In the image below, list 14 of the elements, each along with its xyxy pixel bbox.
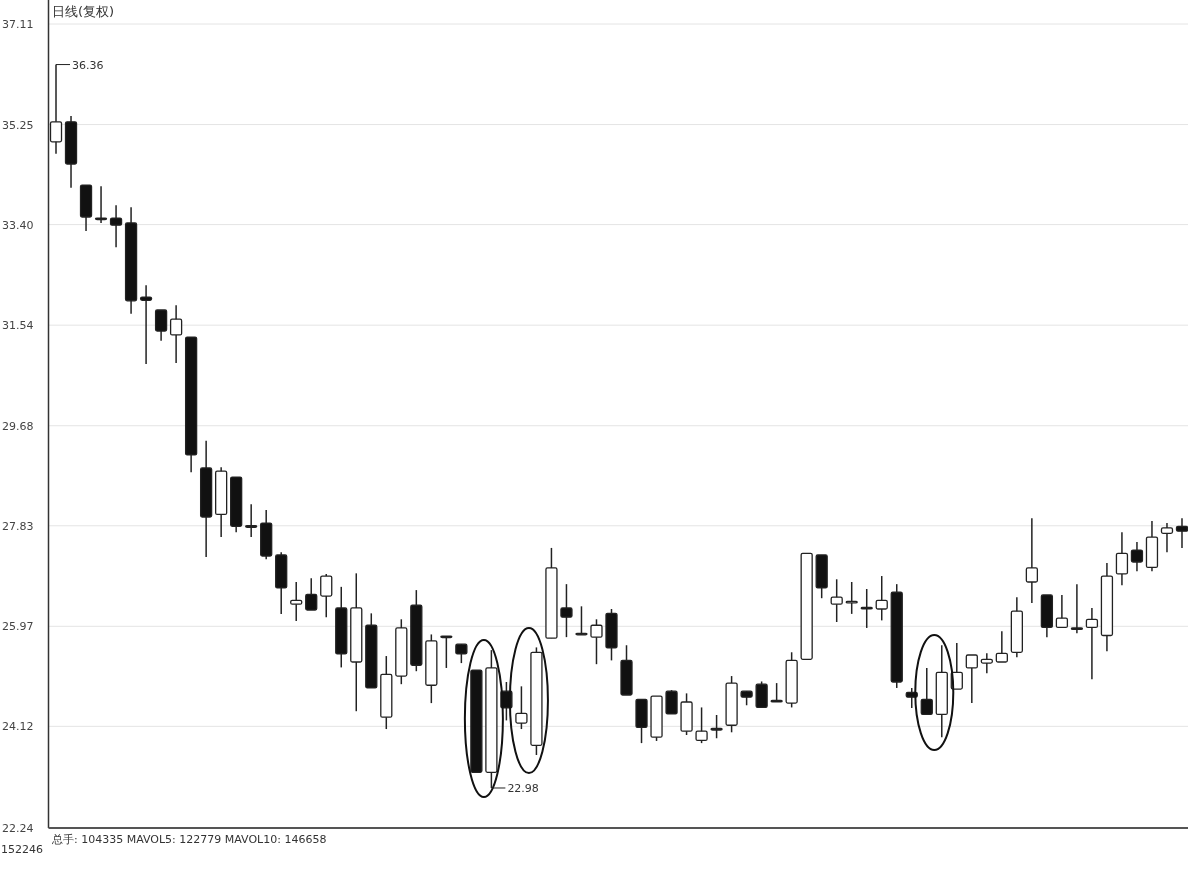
text: 152246 xyxy=(1,843,43,856)
annotation: 22.98 xyxy=(507,781,539,795)
y-tick-label: 24.12 xyxy=(2,720,34,734)
y-tick-label: 37.11 xyxy=(2,18,34,31)
y-tick-label: 33.40 xyxy=(2,218,34,232)
y-tick-label: 25.97 xyxy=(2,620,34,634)
y-tick-label: 31.54 xyxy=(2,319,34,333)
y-tick-label: 27.83 xyxy=(2,519,34,533)
text: 总手: 104335 MAVOL5: 122779 MAVOL10: 146658 xyxy=(51,833,327,846)
chart-title: 日线(复权) xyxy=(52,4,115,19)
y-tick-label: 35.25 xyxy=(2,118,34,132)
y-tick-label: 29.68 xyxy=(2,419,34,433)
annotation: 36.36 xyxy=(72,58,104,72)
y-tick-label: 22.24 xyxy=(2,822,34,835)
